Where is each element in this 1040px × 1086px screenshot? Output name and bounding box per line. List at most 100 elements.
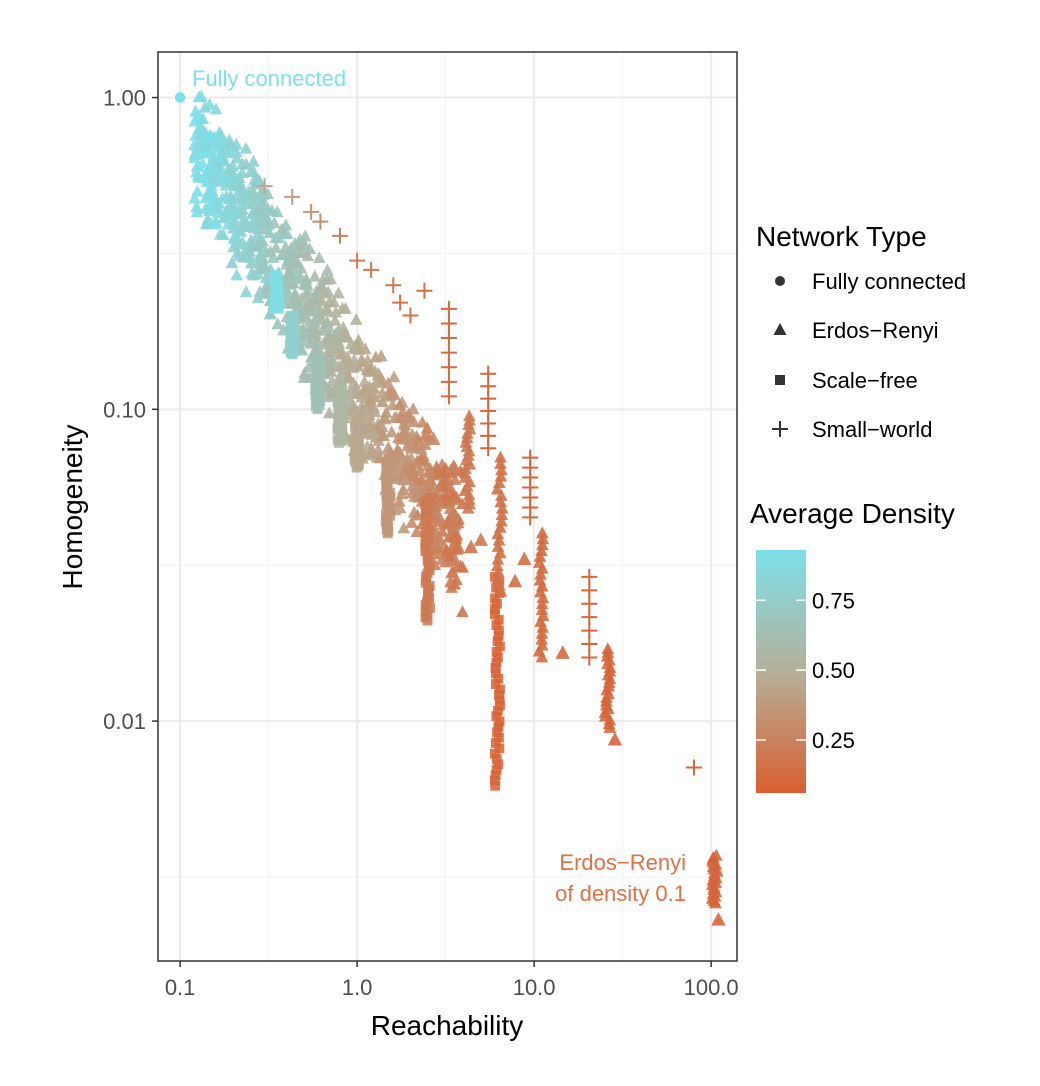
y-tick-label: 0.10	[103, 397, 146, 422]
x-tick-label: 10.0	[513, 975, 556, 1000]
data-point	[448, 509, 462, 522]
data-point	[440, 330, 457, 347]
data-point	[189, 104, 202, 117]
data-point	[290, 294, 303, 307]
data-point	[204, 130, 218, 142]
data-point	[473, 532, 489, 546]
data-point	[250, 238, 264, 251]
data-point	[329, 336, 343, 349]
data-point	[492, 636, 503, 647]
y-axis-ticks: 0.01 0.10 1.00	[103, 86, 158, 734]
data-point	[329, 326, 343, 339]
data-point	[416, 415, 429, 428]
colorbar-tick-label: 0.25	[812, 728, 855, 753]
data-point	[345, 337, 358, 349]
legend-label-scale-free: Scale−free	[812, 368, 918, 393]
data-point	[256, 178, 273, 195]
data-point	[204, 159, 218, 172]
data-point	[398, 473, 412, 486]
data-point	[301, 249, 314, 262]
data-point	[493, 546, 507, 559]
data-point	[495, 508, 509, 520]
data-point	[462, 409, 476, 422]
data-point	[443, 501, 457, 514]
data-point	[555, 645, 570, 659]
data-point	[495, 514, 508, 527]
data-point	[251, 228, 264, 241]
data-point	[283, 246, 297, 259]
data-point	[263, 307, 277, 320]
data-point	[239, 285, 253, 298]
data-point	[581, 609, 598, 626]
data-point	[344, 385, 358, 398]
data-point	[342, 370, 355, 383]
data-point	[480, 365, 497, 382]
data-point	[221, 217, 235, 230]
data-point	[418, 479, 432, 492]
data-point	[306, 327, 320, 340]
data-point	[190, 200, 203, 213]
data-point	[440, 373, 457, 390]
data-point	[303, 203, 320, 220]
data-point	[414, 452, 428, 465]
data-point	[494, 520, 507, 533]
annotation-erdos-renyi-line1: Erdos−Renyi	[559, 850, 686, 875]
data-point	[711, 912, 726, 926]
data-point	[329, 305, 343, 318]
data-point	[494, 584, 508, 597]
data-point	[314, 279, 328, 292]
data-point	[495, 700, 505, 711]
data-point	[490, 482, 504, 495]
data-point	[346, 398, 360, 411]
data-point	[264, 245, 277, 258]
data-point	[383, 452, 394, 463]
data-point	[263, 226, 276, 239]
data-point	[223, 146, 237, 159]
data-point	[208, 200, 222, 212]
colorbar-tick-label: 0.50	[812, 658, 855, 683]
data-point	[491, 657, 502, 668]
data-point	[299, 277, 312, 290]
data-point	[356, 355, 370, 368]
data-point	[234, 192, 248, 205]
data-point	[490, 780, 501, 791]
data-point	[406, 479, 419, 492]
data-point	[446, 459, 461, 474]
data-point	[490, 668, 501, 679]
data-point	[385, 387, 398, 400]
data-point	[247, 185, 260, 198]
data-point	[493, 652, 503, 663]
data-point	[226, 199, 239, 212]
data-point	[440, 344, 457, 361]
data-point	[385, 425, 398, 438]
data-point	[581, 622, 598, 639]
data-point	[363, 261, 380, 278]
data-point	[494, 625, 504, 636]
data-point	[299, 328, 312, 341]
data-point	[491, 711, 502, 722]
data-point	[288, 286, 302, 299]
data-point	[254, 257, 268, 270]
data-point	[251, 291, 265, 304]
data-point	[328, 313, 342, 326]
data-point	[493, 759, 504, 770]
data-point	[321, 331, 335, 344]
data-point	[322, 406, 336, 419]
data-point	[507, 573, 523, 588]
data-point	[440, 300, 457, 317]
grid-lines	[158, 52, 737, 961]
data-point	[396, 405, 409, 418]
data-point	[207, 137, 220, 150]
data-point	[349, 312, 363, 325]
data-point	[435, 497, 448, 509]
data-point	[491, 559, 504, 572]
data-point	[238, 220, 252, 232]
data-point	[335, 347, 349, 360]
annotation-erdos-renyi-line2: of density 0.1	[555, 881, 686, 906]
data-point	[607, 731, 623, 746]
data-point	[385, 277, 402, 294]
data-point	[280, 227, 294, 239]
data-point	[352, 343, 366, 355]
data-point	[450, 542, 463, 555]
data-point	[387, 370, 401, 383]
